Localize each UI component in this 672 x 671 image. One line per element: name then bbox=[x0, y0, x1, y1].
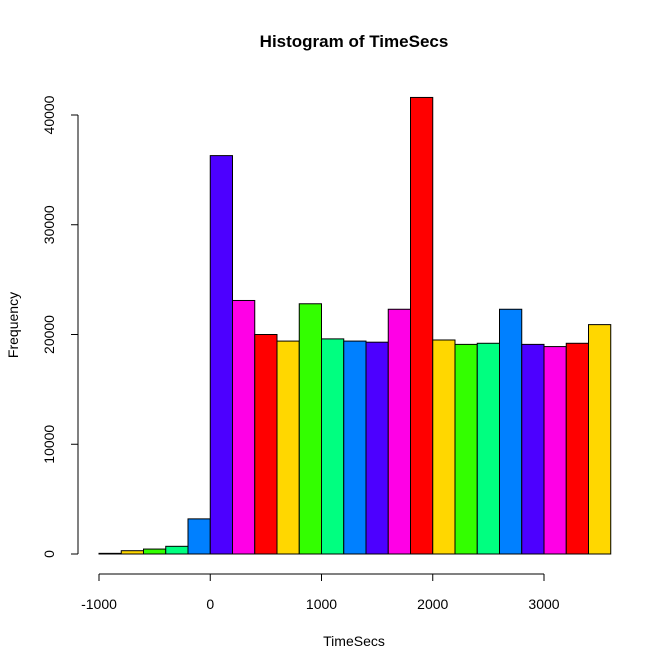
y-axis: 0 10000 20000 30000 40000 bbox=[41, 95, 79, 558]
histogram-bar bbox=[143, 548, 167, 555]
y-axis-label: Frequency bbox=[5, 292, 21, 358]
histogram-bar bbox=[254, 334, 278, 555]
x-tick-label: 3000 bbox=[528, 596, 559, 612]
histogram-bar bbox=[209, 155, 233, 555]
histogram-bar bbox=[365, 341, 389, 555]
histogram-bar bbox=[521, 343, 545, 555]
y-tick-label: 10000 bbox=[41, 425, 57, 464]
histogram-bar bbox=[321, 338, 345, 555]
histogram-bar bbox=[232, 299, 256, 555]
x-tick-label: 2000 bbox=[417, 596, 448, 612]
x-tick-label: -1000 bbox=[81, 596, 117, 612]
x-axis: -1000 0 1000 2000 3000 bbox=[81, 573, 560, 612]
x-tick-label: 1000 bbox=[306, 596, 337, 612]
bars-group bbox=[98, 96, 612, 555]
histogram-bar bbox=[454, 343, 478, 555]
chart-title: Histogram of TimeSecs bbox=[260, 32, 449, 51]
y-tick-label: 30000 bbox=[41, 205, 57, 244]
histogram-bar bbox=[432, 339, 456, 555]
histogram-bar bbox=[120, 550, 144, 555]
histogram-bar bbox=[98, 552, 122, 555]
histogram-bar bbox=[499, 308, 523, 555]
y-tick-label: 0 bbox=[41, 550, 57, 558]
histogram-bar bbox=[343, 340, 367, 555]
histogram-bar bbox=[410, 96, 434, 555]
histogram-bar bbox=[387, 308, 411, 555]
histogram-bar bbox=[476, 342, 500, 555]
x-tick-label: 0 bbox=[206, 596, 214, 612]
histogram-bar bbox=[187, 518, 211, 555]
histogram-bar bbox=[588, 324, 612, 555]
histogram-bar bbox=[298, 303, 322, 555]
histogram-bar bbox=[276, 340, 300, 555]
y-tick-label: 40000 bbox=[41, 95, 57, 134]
histogram-bar bbox=[565, 342, 589, 555]
histogram-bar bbox=[165, 545, 189, 555]
y-tick-label: 20000 bbox=[41, 315, 57, 354]
histogram-bar bbox=[543, 346, 567, 555]
x-axis-label: TimeSecs bbox=[323, 633, 385, 649]
